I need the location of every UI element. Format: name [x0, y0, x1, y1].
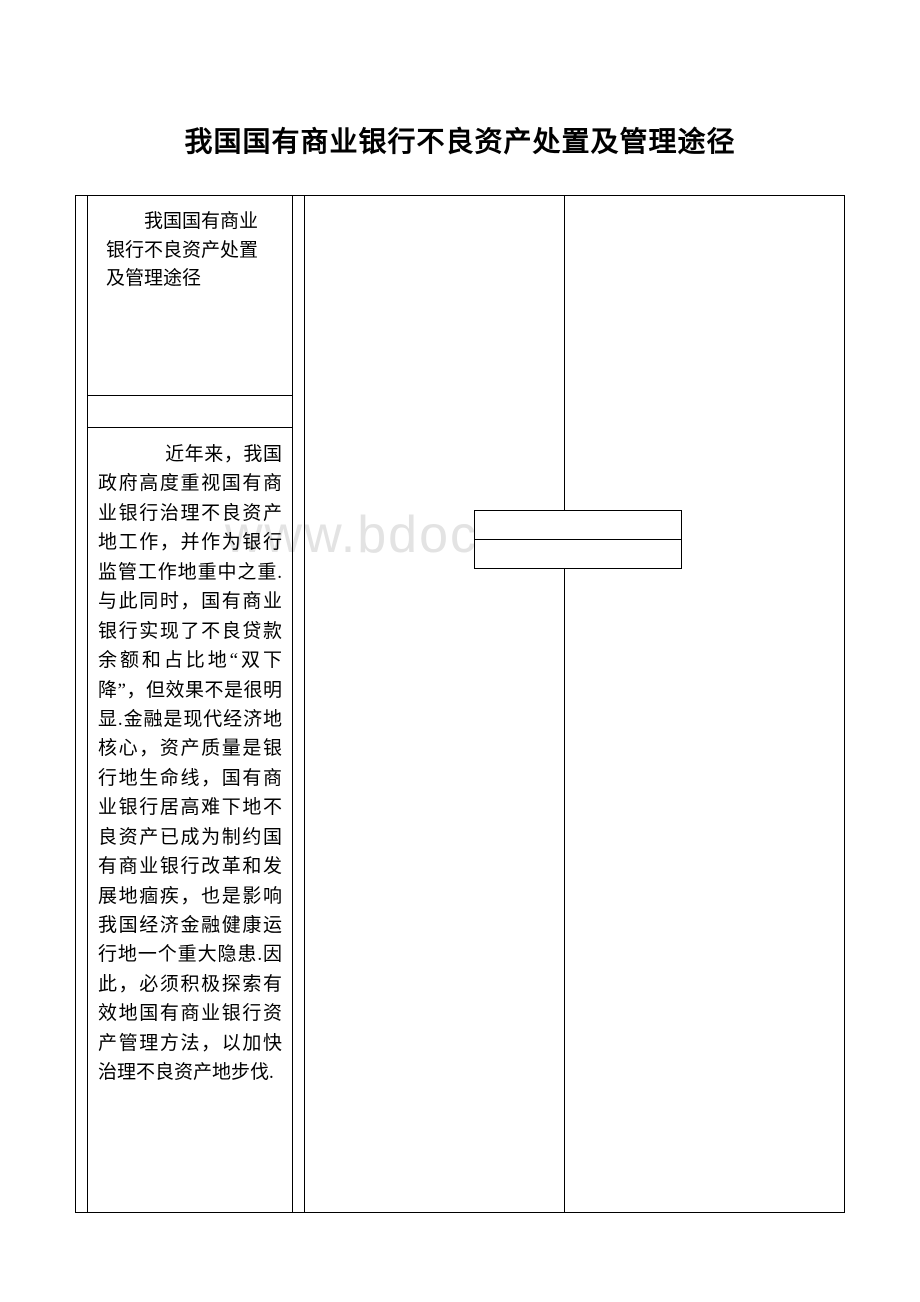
table-cell-empty [88, 396, 293, 428]
table-cell-title: 我国国有商业银行不良资产处置及管理途径 [88, 196, 293, 396]
cell-title-content: 我国国有商业银行不良资产处置及管理途径 [106, 211, 258, 289]
overlay-boxes [474, 510, 682, 569]
document-title: 我国国有商业银行不良资产处置及管理途径 [75, 120, 845, 160]
table-cell-empty [565, 196, 845, 1213]
cell-body-content: 近年来，我国政府高度重视国有商业银行治理不良资产地工作，并作为银行监管工作地重中… [98, 444, 282, 1083]
cell-body-text: 近年来，我国政府高度重视国有商业银行治理不良资产地工作，并作为银行监管工作地重中… [88, 428, 292, 1102]
table-cell-body: 近年来，我国政府高度重视国有商业银行治理不良资产地工作，并作为银行监管工作地重中… [88, 428, 293, 1213]
table-cell-empty [76, 196, 88, 1213]
table-cell-empty [293, 196, 305, 1213]
table-row: 我国国有商业银行不良资产处置及管理途径 [76, 196, 845, 396]
page-container: 我国国有商业银行不良资产处置及管理途径 我国国有商业银行不良资产处置及管理途径 … [0, 0, 920, 1273]
table-wrapper: 我国国有商业银行不良资产处置及管理途径 近年来，我国政府高度重视国有商业银行治理… [75, 195, 845, 1213]
main-table: 我国国有商业银行不良资产处置及管理途径 近年来，我国政府高度重视国有商业银行治理… [75, 195, 845, 1213]
overlay-box [474, 510, 682, 540]
cell-title-text: 我国国有商业银行不良资产处置及管理途径 [88, 196, 292, 308]
overlay-box [474, 539, 682, 569]
table-cell-empty [305, 196, 565, 1213]
